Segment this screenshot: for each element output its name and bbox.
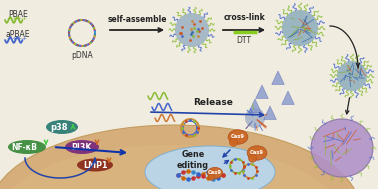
Circle shape bbox=[175, 13, 209, 47]
Text: PBAE: PBAE bbox=[8, 10, 28, 19]
Circle shape bbox=[229, 138, 237, 146]
Circle shape bbox=[337, 61, 367, 91]
Text: +: + bbox=[6, 36, 12, 42]
Text: +: + bbox=[11, 16, 17, 22]
Polygon shape bbox=[249, 99, 261, 112]
Circle shape bbox=[245, 108, 265, 128]
Text: +: + bbox=[11, 36, 17, 42]
Text: +: + bbox=[22, 16, 26, 22]
Text: aPBAE: aPBAE bbox=[6, 30, 30, 39]
Polygon shape bbox=[272, 71, 284, 84]
Text: Release: Release bbox=[193, 98, 233, 107]
Text: PI3K: PI3K bbox=[72, 143, 92, 152]
Text: Cas9: Cas9 bbox=[250, 150, 264, 156]
Ellipse shape bbox=[65, 140, 99, 154]
Text: +: + bbox=[6, 16, 12, 22]
Ellipse shape bbox=[77, 159, 113, 171]
Ellipse shape bbox=[311, 119, 373, 177]
Text: self-assemble: self-assemble bbox=[107, 15, 167, 24]
Polygon shape bbox=[256, 85, 268, 98]
Text: NF-κB: NF-κB bbox=[11, 143, 37, 152]
Text: p38: p38 bbox=[50, 122, 68, 132]
Ellipse shape bbox=[0, 145, 340, 189]
Ellipse shape bbox=[228, 130, 248, 144]
Ellipse shape bbox=[207, 167, 223, 179]
Circle shape bbox=[282, 10, 318, 46]
Text: +: + bbox=[16, 36, 22, 42]
Text: LMP1: LMP1 bbox=[83, 160, 107, 170]
Ellipse shape bbox=[0, 125, 360, 189]
Text: +: + bbox=[22, 36, 26, 42]
Text: DTT: DTT bbox=[237, 36, 251, 45]
Ellipse shape bbox=[8, 140, 46, 154]
Text: +: + bbox=[16, 16, 22, 22]
Polygon shape bbox=[264, 106, 276, 119]
Polygon shape bbox=[282, 91, 294, 105]
Circle shape bbox=[208, 174, 215, 180]
Ellipse shape bbox=[247, 146, 267, 160]
Text: pDNA: pDNA bbox=[71, 51, 93, 60]
Text: cross-link: cross-link bbox=[223, 13, 265, 22]
Ellipse shape bbox=[145, 146, 275, 189]
Text: Cas9: Cas9 bbox=[208, 170, 222, 176]
Circle shape bbox=[248, 154, 257, 163]
Text: Gene
editing: Gene editing bbox=[177, 150, 209, 170]
Text: Cas9: Cas9 bbox=[231, 135, 245, 139]
Ellipse shape bbox=[46, 120, 78, 134]
